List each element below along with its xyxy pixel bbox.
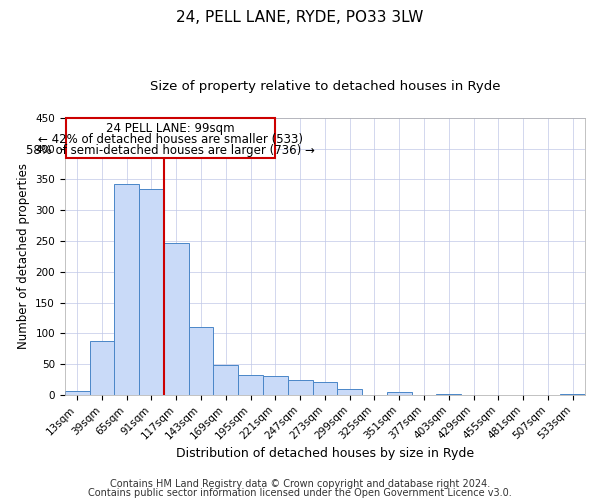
Bar — [214, 364, 238, 395]
Bar — [436, 394, 461, 395]
Text: Contains HM Land Registry data © Crown copyright and database right 2024.: Contains HM Land Registry data © Crown c… — [110, 479, 490, 489]
Text: 24 PELL LANE: 99sqm: 24 PELL LANE: 99sqm — [106, 122, 235, 135]
Bar — [263, 376, 288, 395]
Bar — [387, 392, 412, 395]
Bar — [337, 388, 362, 395]
Text: Contains public sector information licensed under the Open Government Licence v3: Contains public sector information licen… — [88, 488, 512, 498]
Text: ← 42% of detached houses are smaller (533): ← 42% of detached houses are smaller (53… — [38, 133, 303, 146]
Bar — [238, 374, 263, 395]
Bar — [164, 244, 188, 395]
Bar — [139, 188, 164, 395]
Bar — [560, 394, 585, 395]
FancyBboxPatch shape — [66, 118, 275, 158]
Bar — [89, 340, 115, 395]
Bar — [288, 380, 313, 395]
Y-axis label: Number of detached properties: Number of detached properties — [17, 164, 30, 350]
Text: 24, PELL LANE, RYDE, PO33 3LW: 24, PELL LANE, RYDE, PO33 3LW — [176, 10, 424, 25]
Bar — [65, 390, 89, 395]
Bar — [313, 382, 337, 395]
Title: Size of property relative to detached houses in Ryde: Size of property relative to detached ho… — [149, 80, 500, 93]
Bar — [188, 327, 214, 395]
Text: 58% of semi-detached houses are larger (736) →: 58% of semi-detached houses are larger (… — [26, 144, 315, 156]
X-axis label: Distribution of detached houses by size in Ryde: Distribution of detached houses by size … — [176, 447, 474, 460]
Bar — [115, 184, 139, 395]
